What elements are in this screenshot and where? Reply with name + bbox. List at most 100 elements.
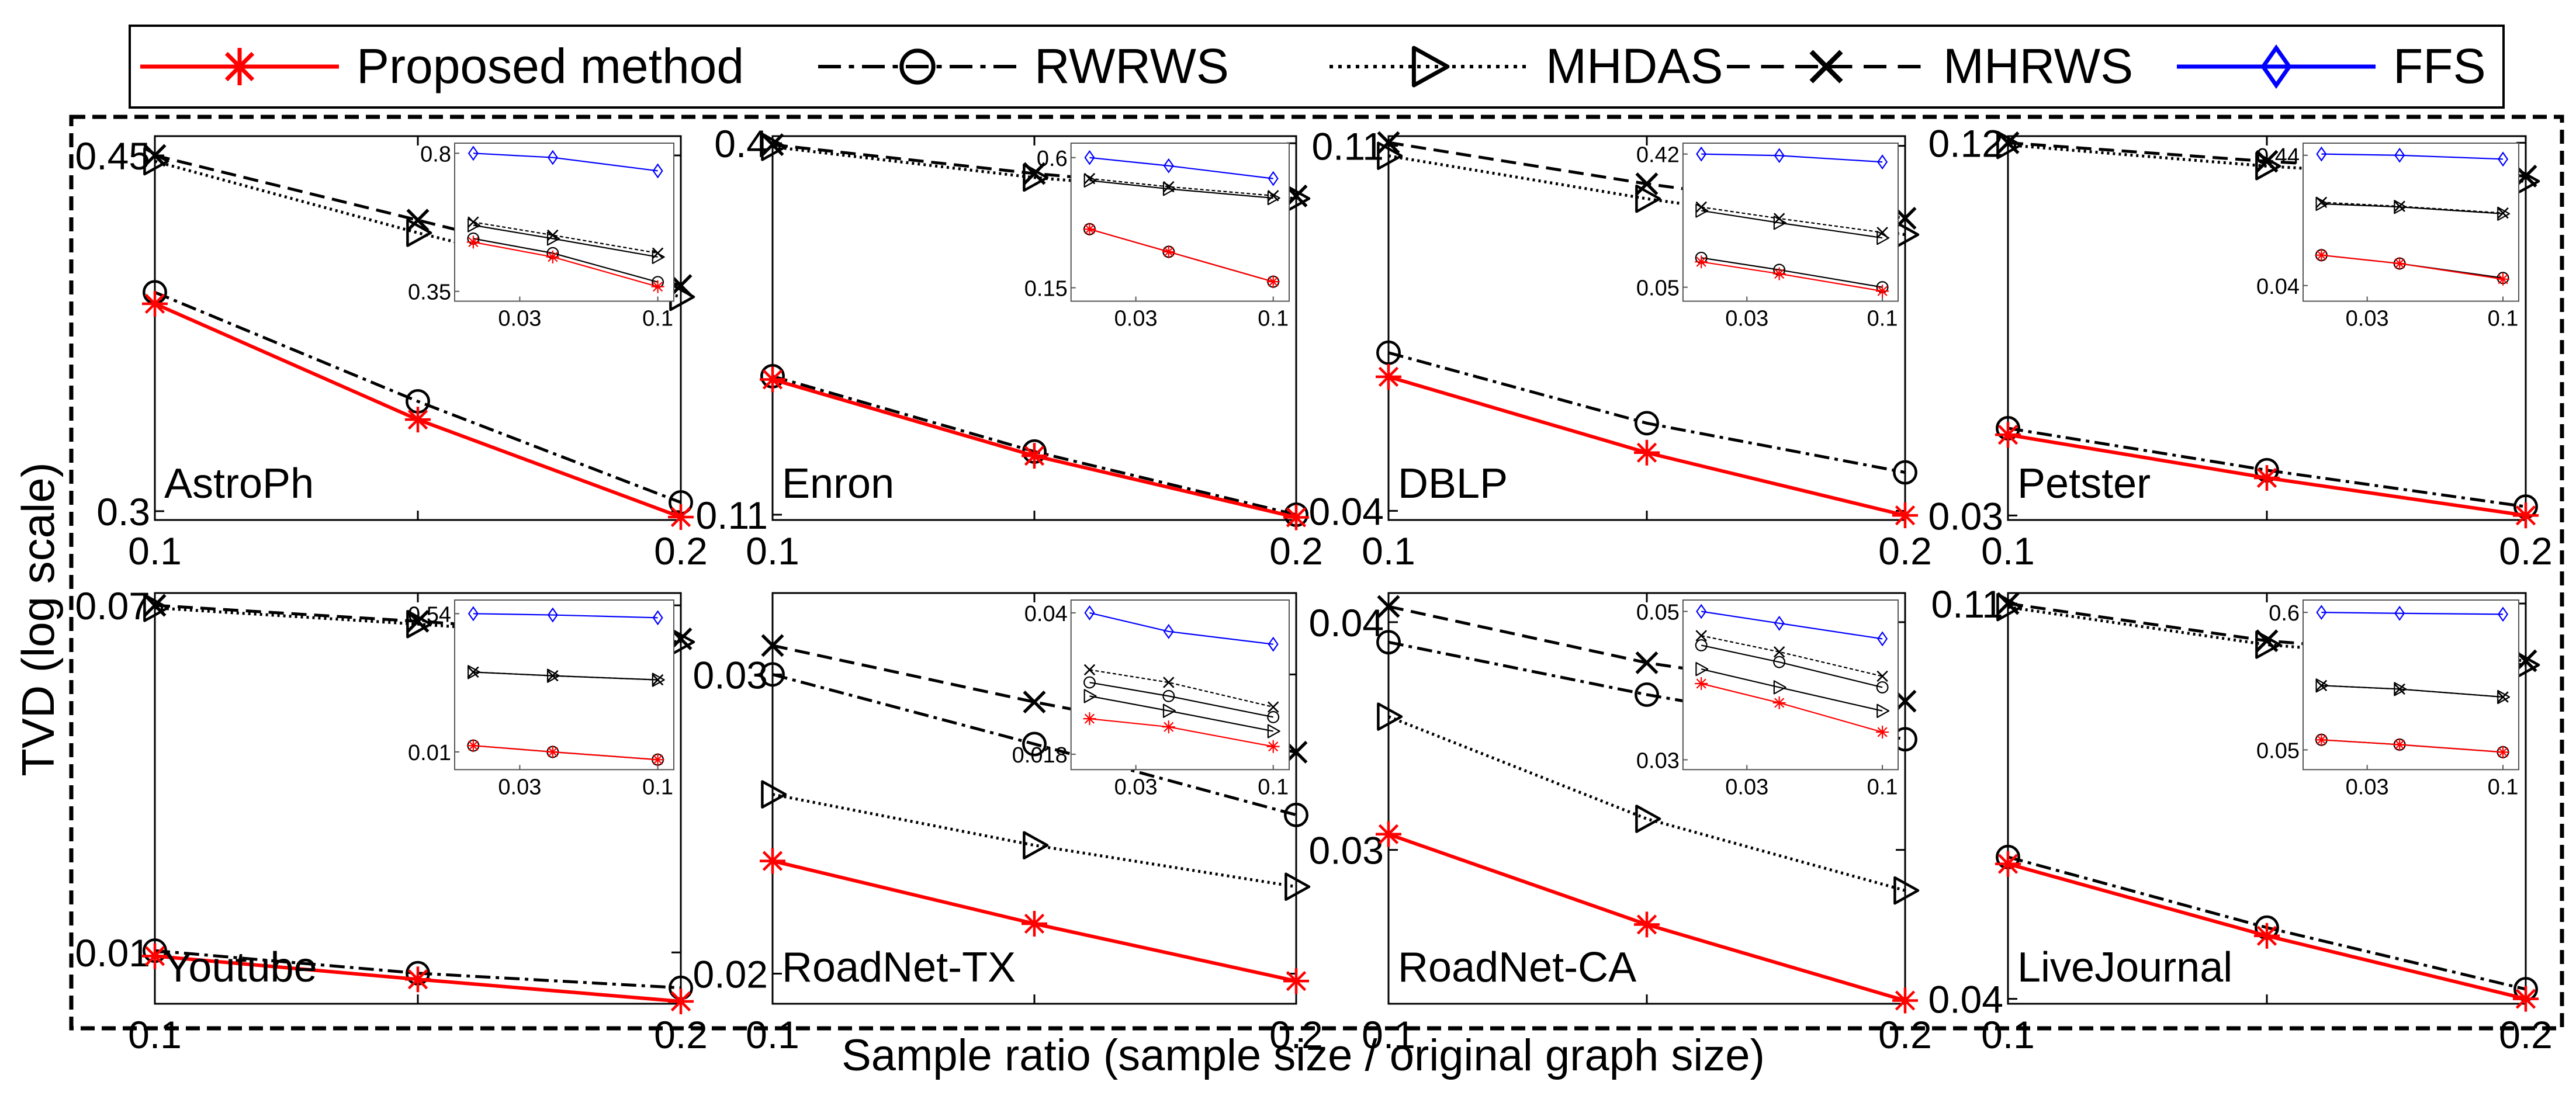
point	[1893, 876, 1920, 905]
panel-group-frame	[69, 115, 2564, 1031]
inset-y-tick-label: 0.05	[1636, 276, 1680, 301]
inset-series-rwrws	[1695, 639, 1889, 694]
inset-point	[546, 745, 559, 758]
inset-series-line	[473, 221, 658, 254]
x-tick-label: 0.2	[2499, 1013, 2553, 1056]
inset-frame	[454, 599, 674, 771]
series-proposed-method	[1376, 821, 1918, 1014]
inset-point	[1876, 670, 1888, 682]
point	[668, 504, 694, 530]
inset-point	[1773, 680, 1786, 695]
panel-title: Petster	[2017, 460, 2151, 507]
point	[668, 988, 694, 1014]
inset-series-line	[1089, 157, 1273, 179]
inset-point	[1083, 689, 1097, 703]
inset-point	[2497, 606, 2509, 622]
inset-point	[2497, 746, 2510, 759]
inset-point	[652, 163, 663, 179]
inset-youtube: 0.54 0.01 0.03 0.1	[408, 599, 674, 799]
inset-series-line	[1089, 681, 1273, 718]
inset-series-proposed-method	[466, 235, 664, 293]
y-tick-label: 0.03	[693, 653, 768, 696]
legend-marker-triangle-right	[1411, 46, 1450, 88]
inset-point	[1162, 703, 1176, 718]
y-tick-label: 0.01	[75, 931, 150, 975]
inset-point	[2394, 682, 2407, 696]
series-line	[1388, 715, 1906, 892]
x-tick-label: 0.2	[1878, 529, 1932, 573]
legend-item-proposed-method: Proposed method	[140, 39, 744, 93]
inset-y-tick-label: 0.35	[408, 280, 451, 305]
point	[142, 290, 168, 317]
inset-point	[2497, 206, 2511, 221]
x-tick-label: 0.1	[1981, 529, 2035, 573]
point	[760, 848, 785, 874]
x-tick-label: 0.1	[1362, 529, 1415, 573]
inset-point	[467, 665, 480, 679]
point	[1023, 831, 1049, 860]
inset-frame	[454, 143, 674, 302]
inset-point	[468, 606, 479, 622]
inset-point	[1267, 710, 1280, 723]
inset-series-line	[1089, 669, 1273, 708]
point	[406, 209, 430, 232]
inset-y-tick-label: 0.05	[1636, 600, 1680, 625]
inset-point	[1083, 664, 1096, 676]
series-line	[1388, 351, 1906, 474]
inset-series-proposed-method	[1695, 677, 1889, 739]
inset-series-line	[2321, 612, 2504, 615]
x-tick-label: 0.2	[1878, 1013, 1932, 1056]
inset-series-line	[1701, 635, 1883, 677]
inset-point	[2393, 738, 2407, 751]
inset-y-tick-label: 0.15	[1024, 277, 1068, 301]
legend: Proposed method RWRWS MHDAS MHRWS FFS	[129, 25, 2505, 109]
inset-frame	[2303, 143, 2520, 302]
inset-point	[1267, 724, 1280, 739]
legend-label: MHDAS	[1546, 39, 1723, 93]
point	[1377, 141, 1403, 170]
series-line	[154, 290, 681, 504]
inset-point	[2316, 146, 2327, 162]
inset-point	[1162, 182, 1176, 196]
inset-series-line	[473, 152, 658, 172]
inset-series-line	[1701, 644, 1883, 688]
inset-point	[2316, 605, 2327, 620]
inset-series-proposed-method	[1083, 223, 1280, 289]
inset-point	[2497, 207, 2509, 219]
inset-point	[1695, 677, 1708, 691]
inset-series-ffs	[1084, 150, 1279, 186]
inset-point	[2394, 200, 2407, 214]
inset-point	[546, 668, 560, 683]
point	[1377, 131, 1400, 154]
inset-frame	[1682, 143, 1899, 302]
point	[2513, 502, 2539, 529]
legend-marker-asterisk	[221, 48, 258, 85]
inset-point	[1695, 203, 1709, 218]
legend-item-rwrws: RWRWS	[818, 39, 1229, 93]
inset-point	[1695, 255, 1708, 269]
point	[143, 147, 169, 176]
legend-item-mhrws: MHRWS	[1727, 39, 2133, 93]
point	[405, 407, 431, 433]
inset-point	[1877, 154, 1888, 170]
y-tick-label: 0.12	[1928, 122, 2003, 165]
y-tick-label: 0.11	[1311, 125, 1384, 168]
inset-series-line	[1701, 668, 1883, 712]
y-tick-label: 0.04	[1309, 601, 1384, 644]
point	[1023, 163, 1049, 192]
inset-enron: 0.6 0.15 0.03 0.1	[1024, 143, 1290, 331]
inset-point	[1084, 150, 1095, 165]
inset-point	[2315, 678, 2329, 693]
inset-point	[1876, 681, 1889, 694]
inset-series-mhdas	[467, 665, 665, 687]
inset-series-line	[1701, 611, 1883, 640]
inset-x-tick-label: 0.1	[1258, 775, 1289, 799]
legend-marker-x	[1809, 50, 1843, 84]
inset-point	[1696, 146, 1707, 162]
inset-series-proposed-method	[2315, 733, 2510, 759]
panel-youtube: 0.07 0.01 0.1 0.2 0.54 0.01 0.03 0.1 Youtube	[75, 584, 708, 1056]
point	[1635, 411, 1659, 436]
